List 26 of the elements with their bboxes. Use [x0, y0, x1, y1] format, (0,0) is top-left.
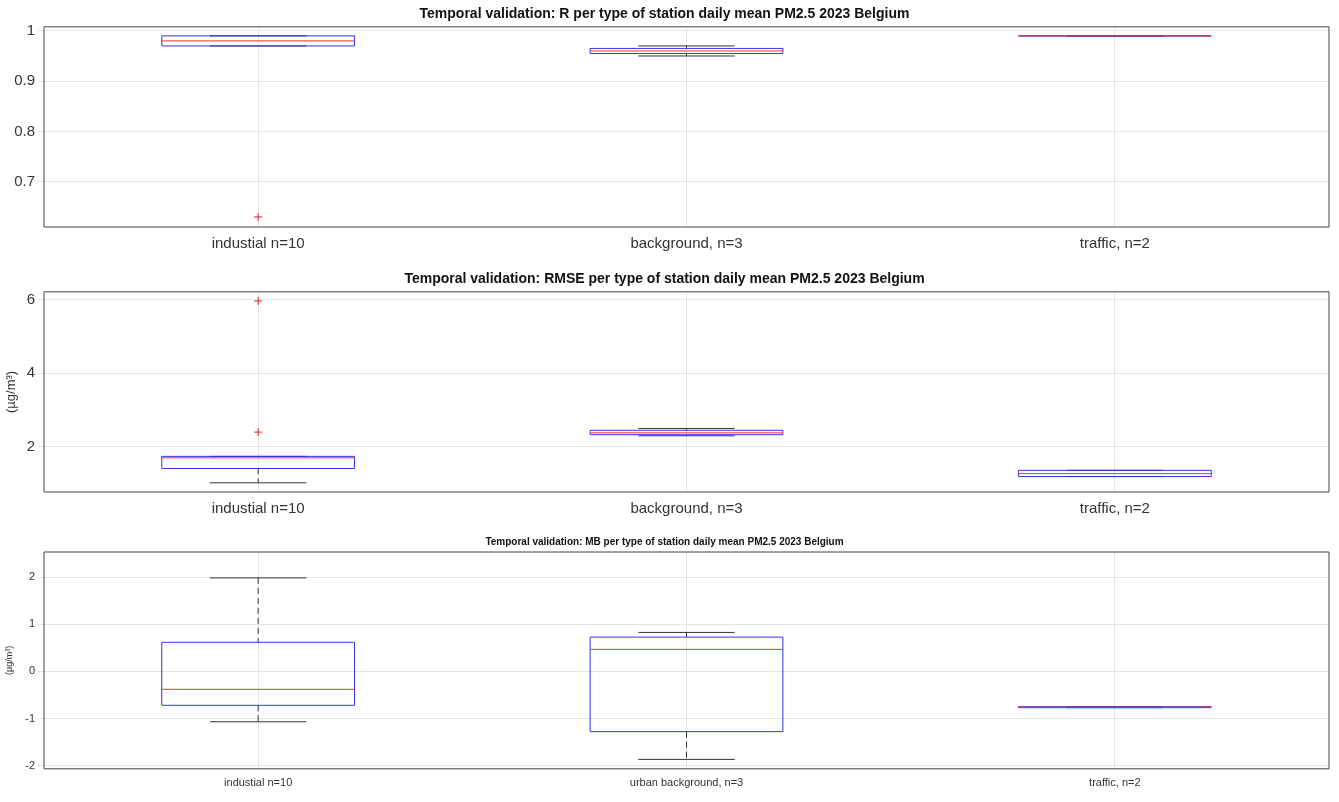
- chart-title: Temporal validation: R per type of station daily mean PM2.5 2023 Belgium: [419, 5, 910, 22]
- y-tick-label: 0: [28, 664, 35, 677]
- y-tick-label: 1: [28, 617, 35, 630]
- x-tick-label: traffic, n=2: [1079, 499, 1150, 517]
- y-tick-label: 2: [28, 570, 35, 583]
- y-tick-label: -2: [25, 758, 35, 771]
- x-tick-label: urban background, n=3: [629, 776, 744, 789]
- y-tick-label: 0.9: [14, 71, 35, 89]
- x-tick-label: traffic, n=2: [1089, 776, 1141, 789]
- y-tick-label: -1: [25, 711, 35, 724]
- y-tick-label: 0.7: [14, 171, 35, 189]
- chart-title: Temporal validation: RMSE per type of station daily mean PM2.5 2023 Belgium: [404, 270, 925, 287]
- y-tick-label: 0.8: [14, 121, 35, 139]
- x-tick-label: industial n=10: [211, 499, 305, 517]
- chart-title: Temporal validation: MB per type of station daily mean PM2.5 2023 Belgium: [485, 535, 844, 547]
- y-tick-label: 2: [26, 436, 35, 454]
- x-tick-label: background, n=3: [630, 234, 743, 252]
- x-tick-label: traffic, n=2: [1079, 234, 1150, 252]
- y-tick-label: 4: [26, 363, 35, 381]
- y-tick-label: 1: [26, 20, 35, 38]
- y-axis-title: (µg/m³): [3, 370, 19, 413]
- x-tick-label: industial n=10: [211, 234, 305, 252]
- x-tick-label: industial n=10: [224, 776, 293, 789]
- x-tick-label: background, n=3: [630, 499, 743, 517]
- y-tick-label: 6: [26, 290, 35, 308]
- y-axis-title: (µg/m³): [3, 645, 14, 675]
